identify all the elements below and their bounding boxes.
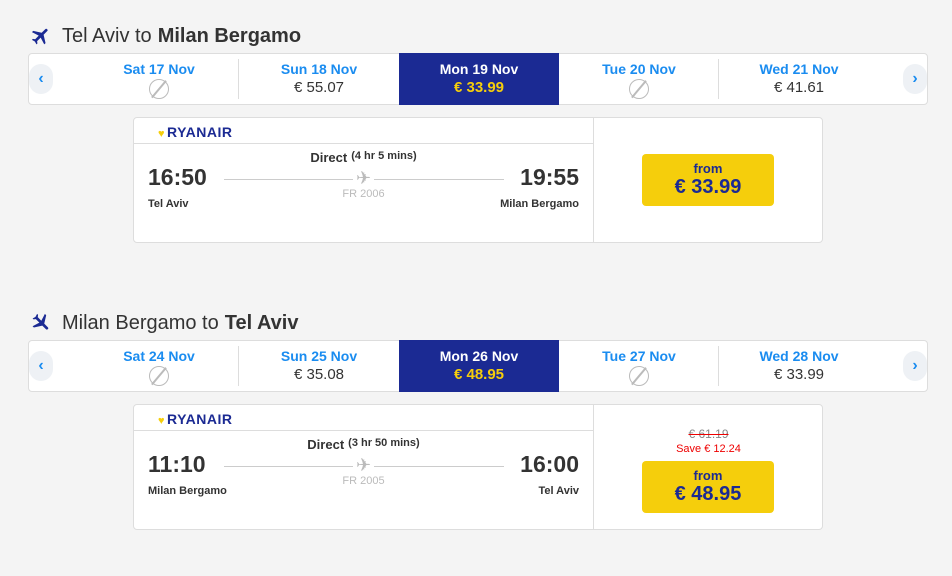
next-dates-button[interactable]: › xyxy=(903,64,927,94)
from-label: from xyxy=(693,468,723,483)
date-tab-selected[interactable]: Mon 26 Nov € 48.95 xyxy=(399,340,559,392)
duration: (4 hr 5 mins) xyxy=(351,150,417,162)
date-label: Tue 27 Nov xyxy=(602,348,676,364)
no-flight-icon xyxy=(629,366,649,386)
direct-label: Direct (4 hr 5 mins) xyxy=(134,150,593,165)
fare-price: € 48.95 xyxy=(674,483,742,505)
date-label: Wed 21 Nov xyxy=(759,61,839,77)
arrive-time: 19:55 xyxy=(520,164,579,190)
date-label: Sat 17 Nov xyxy=(123,61,195,77)
plane-icon: ✈ xyxy=(353,455,375,476)
date-tab[interactable]: Sat 24 Nov xyxy=(79,341,239,391)
date-strip: ‹ Sat 17 Nov Sun 18 Nov € 55.07 Mon 19 No… xyxy=(28,53,928,105)
no-flight-icon xyxy=(149,79,169,99)
price-panel: from € 33.99 xyxy=(593,118,822,242)
inbound-title: Milan Bergamo to Tel Aviv xyxy=(30,308,298,338)
direct: Direct xyxy=(310,150,348,165)
date-tab[interactable]: Tue 27 Nov xyxy=(559,341,719,391)
flight-card[interactable]: ♥ RYANAIR Direct (4 hr 5 mins) 16:50 19:55… xyxy=(133,117,823,243)
date-tab[interactable]: Sat 17 Nov xyxy=(79,54,239,104)
price-panel: € 61.19 Save € 12.24 from € 48.95 xyxy=(593,405,822,529)
date-tab[interactable]: Tue 20 Nov xyxy=(559,54,719,104)
airline-logo: ♥ RYANAIR xyxy=(158,411,233,427)
depart-city: Milan Bergamo xyxy=(148,485,227,497)
date-label: Wed 28 Nov xyxy=(759,348,839,364)
card-header: ♥ RYANAIR xyxy=(134,118,593,144)
select-fare-button[interactable]: from € 33.99 xyxy=(642,154,774,206)
plane-icon xyxy=(31,28,48,45)
direct-label: Direct (3 hr 50 mins) xyxy=(134,437,593,452)
next-dates-button[interactable]: › xyxy=(903,351,927,381)
savings-label: Save € 12.24 xyxy=(676,443,741,455)
direct: Direct xyxy=(307,437,345,452)
date-label: Sun 25 Nov xyxy=(280,348,358,364)
date-price: € 33.99 xyxy=(773,366,825,383)
title-from: Milan Bergamo to xyxy=(62,311,219,334)
date-tab[interactable]: Wed 28 Nov € 33.99 xyxy=(719,341,879,391)
fare-price: € 33.99 xyxy=(674,176,742,198)
prev-dates-button[interactable]: ‹ xyxy=(29,64,53,94)
date-price: € 41.61 xyxy=(773,79,825,96)
no-flight-icon xyxy=(629,79,649,99)
depart-city: Tel Aviv xyxy=(148,198,189,210)
title-to: Tel Aviv xyxy=(224,311,299,334)
date-label: Mon 19 Nov xyxy=(439,61,519,77)
date-tab[interactable]: Sun 18 Nov € 55.07 xyxy=(239,54,399,104)
from-label: from xyxy=(693,161,723,176)
date-price: € 55.07 xyxy=(293,79,345,96)
date-tab[interactable]: Wed 21 Nov € 41.61 xyxy=(719,54,879,104)
title-from: Tel Aviv to xyxy=(62,24,152,47)
airline-name: RYANAIR xyxy=(167,124,233,140)
airline-logo: ♥ RYANAIR xyxy=(158,124,233,140)
select-fare-button[interactable]: from € 48.95 xyxy=(642,461,774,513)
original-price: € 61.19 xyxy=(688,427,729,441)
date-tab-selected[interactable]: Mon 19 Nov € 33.99 xyxy=(399,53,559,105)
date-price: € 48.95 xyxy=(453,366,505,383)
arrive-city: Milan Bergamo xyxy=(500,198,579,210)
prev-dates-button[interactable]: ‹ xyxy=(29,351,53,381)
date-price: € 33.99 xyxy=(453,79,505,96)
date-tab[interactable]: Sun 25 Nov € 35.08 xyxy=(239,341,399,391)
flight-card[interactable]: ♥ RYANAIR Direct (3 hr 50 mins) 11:10 16:0… xyxy=(133,404,823,530)
title-to: Milan Bergamo xyxy=(157,24,302,47)
depart-time: 11:10 xyxy=(148,451,206,477)
date-label: Tue 20 Nov xyxy=(602,61,676,77)
card-header: ♥ RYANAIR xyxy=(134,405,593,431)
date-strip: ‹ Sat 24 Nov Sun 25 Nov € 35.08 Mon 26 No… xyxy=(28,340,928,392)
plane-icon xyxy=(32,313,49,330)
arrive-city: Tel Aviv xyxy=(538,485,579,497)
depart-time: 16:50 xyxy=(148,164,207,190)
airline-name: RYANAIR xyxy=(167,411,233,427)
duration: (3 hr 50 mins) xyxy=(348,437,420,449)
flight-number: FR 2006 xyxy=(342,188,385,200)
date-price: € 35.08 xyxy=(293,366,345,383)
plane-icon: ✈ xyxy=(353,168,375,189)
no-flight-icon xyxy=(149,366,169,386)
date-label: Mon 26 Nov xyxy=(439,348,519,364)
arrive-time: 16:00 xyxy=(520,451,579,477)
outbound-title: Tel Aviv to Milan Bergamo xyxy=(30,21,301,51)
date-label: Sat 24 Nov xyxy=(123,348,195,364)
flight-number: FR 2005 xyxy=(342,475,385,487)
date-label: Sun 18 Nov xyxy=(280,61,358,77)
